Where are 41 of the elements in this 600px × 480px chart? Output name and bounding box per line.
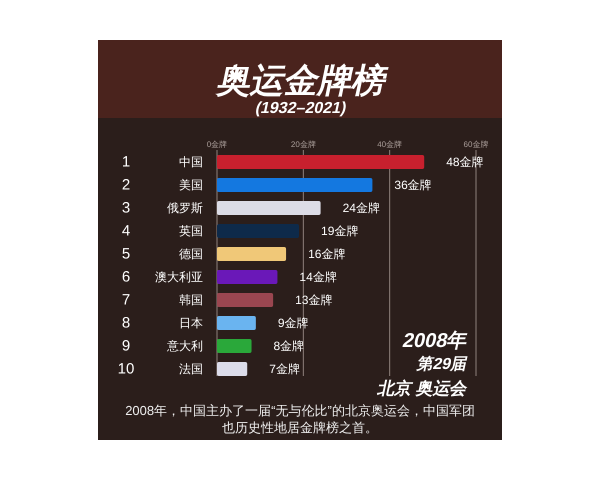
- category: 澳大利亚: [155, 270, 203, 284]
- title: 奥运金牌榜: [214, 62, 390, 100]
- annotation: 1: [122, 154, 130, 170]
- data-label: 9金牌: [278, 316, 309, 330]
- category: 德国: [179, 247, 203, 261]
- category: 英国: [179, 224, 203, 238]
- category: 中国: [179, 155, 203, 169]
- annotation: 2008年: [400, 330, 470, 352]
- annotation: 3: [122, 200, 130, 216]
- annotation: 北京 奥运会: [376, 378, 470, 398]
- annotation: 8: [122, 314, 130, 332]
- xtick: 40金牌: [377, 140, 402, 149]
- data-label: 8金牌: [274, 339, 304, 353]
- xtick: 60金牌: [464, 140, 488, 149]
- annotation: 2: [122, 176, 130, 194]
- data-label: 48金牌: [446, 155, 484, 169]
- category: 法国: [179, 362, 203, 376]
- data-label: 19金牌: [321, 224, 358, 238]
- data-label: 16金牌: [308, 247, 346, 261]
- data-label: 7金牌: [269, 362, 300, 376]
- annotation: 第29届: [416, 355, 469, 373]
- annotation: 5: [122, 246, 130, 262]
- caption: 也历史性地居金牌榜之首。: [222, 420, 378, 435]
- subtitle: (1932–2021): [254, 99, 348, 117]
- category: 俄罗斯: [167, 201, 203, 215]
- xtick: 0金牌: [206, 140, 228, 149]
- category: 韩国: [179, 293, 203, 307]
- category: 日本: [179, 316, 203, 330]
- annotation: 4: [122, 222, 130, 240]
- category: 美国: [179, 178, 203, 192]
- caption: 2008年，中国主办了一届“无与伦比”的北京奥运会，中国军团: [125, 403, 475, 418]
- xtick: 20金牌: [290, 140, 316, 149]
- annotation: 9: [122, 338, 130, 354]
- annotation: 7: [122, 292, 130, 308]
- annotation: 10: [118, 360, 134, 378]
- data-label: 13金牌: [295, 293, 332, 307]
- data-label: 36金牌: [394, 178, 432, 192]
- category: 意大利: [167, 339, 203, 353]
- annotation: 6: [122, 268, 130, 286]
- data-label: 14金牌: [299, 270, 337, 284]
- data-label: 24金牌: [342, 201, 380, 215]
